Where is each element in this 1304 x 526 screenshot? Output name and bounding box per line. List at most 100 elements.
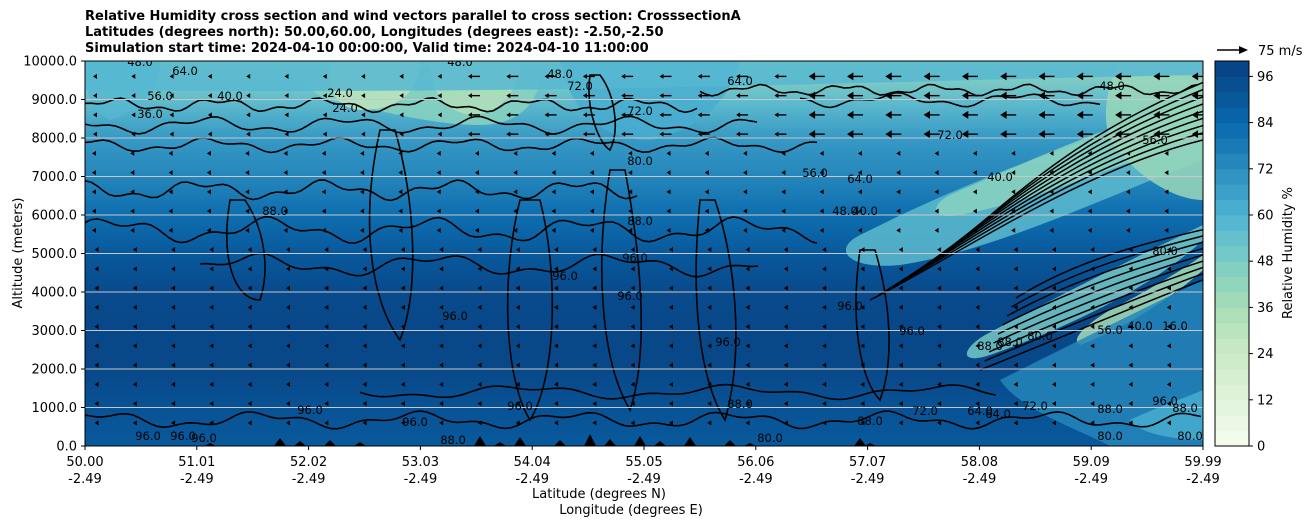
wind-vector-head	[972, 150, 977, 156]
contour-label: 72.0	[627, 104, 653, 118]
wind-vector-head	[171, 324, 176, 330]
wind-vector-head	[860, 324, 865, 330]
wind-vector-head	[475, 208, 479, 214]
wind-vectors	[92, 72, 1209, 426]
wind-vector-head	[783, 266, 788, 272]
wind-vector-head	[475, 227, 479, 233]
wind-vector-head	[322, 131, 327, 137]
wind-vector-head	[398, 208, 403, 214]
wind-vector-head	[169, 73, 174, 79]
wind-vector-head	[94, 362, 99, 368]
wind-vector-head	[283, 189, 288, 195]
wind-vector-head	[819, 150, 824, 156]
x-tick-label-lon: -2.49	[404, 472, 438, 487]
contour-label: 48.0	[127, 55, 153, 69]
contour-line	[199, 252, 759, 278]
contour-line	[699, 83, 1199, 97]
wind-vector-head	[743, 208, 748, 214]
wind-vector-head	[513, 208, 518, 214]
wind-vector-head	[975, 343, 980, 349]
wind-vector-head	[286, 266, 290, 272]
wind-vector-head	[860, 362, 865, 368]
wind-vector-head	[898, 362, 903, 368]
wind-vector-head	[286, 401, 290, 407]
contour-labels: 48.056.064.036.024.024.048.040.072.048.0…	[127, 55, 1203, 446]
wind-vector-head	[436, 208, 441, 214]
x-tick-label-lon: -2.49	[68, 472, 102, 487]
wind-vector-head	[551, 170, 556, 176]
wind-vector-head	[247, 401, 252, 407]
contour-label: 64.0	[847, 172, 873, 186]
wind-vector-head	[321, 189, 326, 195]
contour-label: 88.0	[977, 339, 1003, 353]
wind-vector-head	[975, 324, 980, 330]
wind-vector-head	[745, 420, 750, 426]
wind-vector-head	[399, 93, 404, 99]
wind-vector-head	[1166, 401, 1171, 407]
contour-label: 80.0	[1177, 429, 1203, 443]
contour-line	[979, 279, 1203, 371]
wind-vector-head	[131, 73, 136, 79]
wind-vector-head	[666, 208, 671, 214]
y-tick-label: 0.0	[56, 440, 77, 455]
colorbar-segment	[1215, 138, 1249, 154]
wind-vector-head	[132, 381, 137, 387]
wind-vector-head	[132, 401, 137, 407]
wind-vector-head	[1205, 247, 1209, 252]
wind-vector-head	[1164, 170, 1169, 176]
wind-vector-head	[707, 304, 712, 310]
wind-vector-head	[923, 91, 930, 100]
wind-vector-head	[506, 131, 511, 137]
wind-vector-head	[934, 227, 939, 233]
wind-vector-head	[206, 150, 211, 156]
wind-vector-head	[1052, 362, 1056, 368]
wind-vector-head	[847, 130, 854, 139]
wind-vector-head	[781, 208, 786, 214]
wind-vector-head	[659, 112, 664, 118]
wind-vector-head	[1153, 130, 1160, 139]
wind-vector-head	[1049, 227, 1054, 233]
wind-vector-head	[745, 266, 750, 272]
wind-vector-head	[937, 381, 942, 387]
colorbar-segment	[1215, 107, 1249, 124]
wind-vector-head	[896, 170, 901, 176]
wind-vector-head	[781, 170, 786, 176]
wind-vector-head	[398, 189, 403, 195]
wind-vector-head	[1128, 362, 1133, 368]
wind-vector-head	[783, 324, 788, 330]
wind-vector-head	[860, 304, 865, 310]
colorbar-segment	[1215, 230, 1249, 247]
wind-vector-head	[1166, 266, 1171, 272]
wind-vector-head	[94, 324, 99, 330]
wind-vector-head	[286, 324, 290, 330]
colorbar-tick-label: 0	[1257, 440, 1265, 455]
wind-vector-head	[477, 362, 482, 368]
wind-vector-head	[437, 112, 442, 118]
colorbar-tick-label: 12	[1257, 393, 1274, 408]
wind-vector-head	[477, 285, 482, 291]
wind-vector-head	[774, 131, 779, 137]
wind-vector-head	[1166, 343, 1171, 349]
wind-vector-head	[860, 401, 865, 407]
wind-vector-head	[781, 189, 786, 195]
grid-lines	[85, 99, 1203, 408]
wind-vector-head	[781, 150, 786, 156]
wind-vector-head	[1166, 381, 1171, 387]
wind-vector-head	[544, 93, 549, 99]
wind-vector-head	[544, 73, 549, 79]
wind-vector-head	[515, 381, 520, 387]
contour-line	[984, 272, 1203, 362]
wind-vector-head	[1076, 110, 1084, 119]
contour-label: 64.0	[172, 64, 198, 78]
wind-vector-head	[669, 266, 673, 272]
wind-vector-head	[628, 227, 633, 233]
wind-vector-head	[247, 362, 252, 368]
wind-vector-head	[707, 285, 712, 291]
wind-vector-head	[1052, 285, 1056, 291]
wind-vector-head	[436, 189, 441, 195]
wind-vector-head	[168, 189, 173, 195]
wind-vector-head	[630, 362, 635, 368]
wind-vector-head	[1164, 208, 1169, 214]
wind-vector-head	[324, 343, 329, 349]
wind-vector-head	[475, 150, 479, 156]
